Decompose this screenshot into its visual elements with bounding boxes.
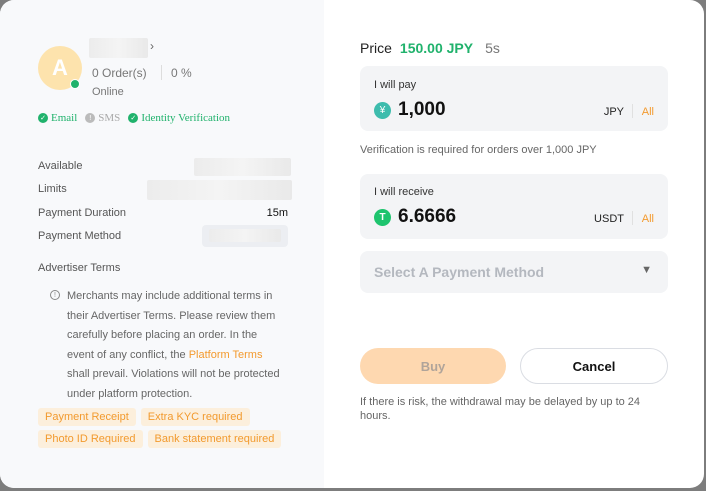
price-label: Price [360, 40, 392, 56]
verification-label: SMS [98, 112, 121, 124]
payment-method-label: Payment Method [38, 230, 122, 242]
available-label: Available [38, 160, 83, 172]
yen-icon: ¥ [374, 102, 391, 119]
verification-identity: ✓ Identity Verification [128, 112, 230, 124]
check-icon: ✓ [38, 113, 48, 123]
tag: Payment Receipt [38, 408, 136, 426]
exclamation-icon: ! [85, 113, 96, 123]
price-countdown: 5s [485, 40, 500, 56]
cancel-button[interactable]: Cancel [520, 348, 668, 384]
duration-label: Payment Duration [38, 207, 127, 219]
price-value: 150.00 JPY [399, 40, 474, 56]
avatar: A [38, 46, 82, 90]
verification-list: ✓ Email ! SMS ✓ Identity Verification [38, 112, 230, 124]
info-icon: ! [50, 290, 60, 300]
available-value-blurred [194, 158, 291, 176]
payment-method-badge [202, 225, 288, 247]
verification-label: Email [51, 112, 78, 124]
platform-terms-link[interactable]: Platform Terms [188, 348, 263, 361]
buy-button[interactable]: Buy [360, 348, 506, 384]
receive-label: I will receive [374, 186, 434, 198]
caret-down-icon: ▼ [641, 264, 652, 276]
merchant-panel: A › 0 Order(s) 0 % Online ✓ Email ! SMS ✓ I… [0, 0, 324, 488]
merchant-name-blurred[interactable] [89, 38, 148, 58]
orders-count: 0 Order(s) [92, 66, 147, 80]
chevron-right-icon[interactable]: › [150, 39, 154, 53]
verification-sms: ! SMS [85, 112, 120, 124]
pay-currency: JPY [603, 106, 624, 118]
duration-value: 15m [266, 207, 288, 219]
pay-all-button[interactable]: All [641, 106, 654, 118]
advertiser-terms-text: Merchants may include additional terms i… [67, 290, 280, 400]
check-icon: ✓ [128, 113, 139, 123]
verification-note: Verification is required for orders over… [360, 144, 597, 156]
advertiser-terms-title: Advertiser Terms [38, 262, 121, 274]
payment-method-placeholder: Select A Payment Method [374, 264, 545, 280]
online-status: Online [92, 86, 124, 98]
price-row: Price 150.00 JPY 5s [360, 40, 500, 56]
receive-currency: USDT [594, 213, 624, 225]
order-panel: Price 150.00 JPY 5s I will pay ¥ 1,000 J… [324, 0, 704, 488]
receive-input-box[interactable]: I will receive T 6.6666 USDT All [360, 174, 668, 239]
payment-method-select[interactable]: Select A Payment Method ▼ [360, 251, 668, 293]
pay-amount-input[interactable]: 1,000 [398, 99, 446, 120]
pay-input-box[interactable]: I will pay ¥ 1,000 JPY All [360, 66, 668, 131]
limits-label: Limits [38, 183, 67, 195]
verification-label: Identity Verification [141, 112, 230, 124]
verification-email: ✓ Email [38, 112, 77, 124]
risk-note: If there is risk, the withdrawal may be … [360, 396, 641, 422]
tether-icon: T [374, 209, 391, 226]
requirement-tags: Payment Receipt Extra KYC required Photo… [38, 408, 308, 448]
completion-rate: 0 % [171, 66, 192, 80]
receive-all-button[interactable]: All [641, 213, 654, 225]
limits-value-blurred [147, 180, 292, 200]
tag: Extra KYC required [140, 408, 250, 426]
tag: Photo ID Required [38, 430, 143, 448]
online-indicator [70, 79, 80, 89]
pay-label: I will pay [374, 79, 417, 91]
receive-amount-input[interactable]: 6.6666 [398, 206, 457, 227]
tag: Bank statement required [147, 430, 282, 448]
divider [161, 65, 162, 80]
